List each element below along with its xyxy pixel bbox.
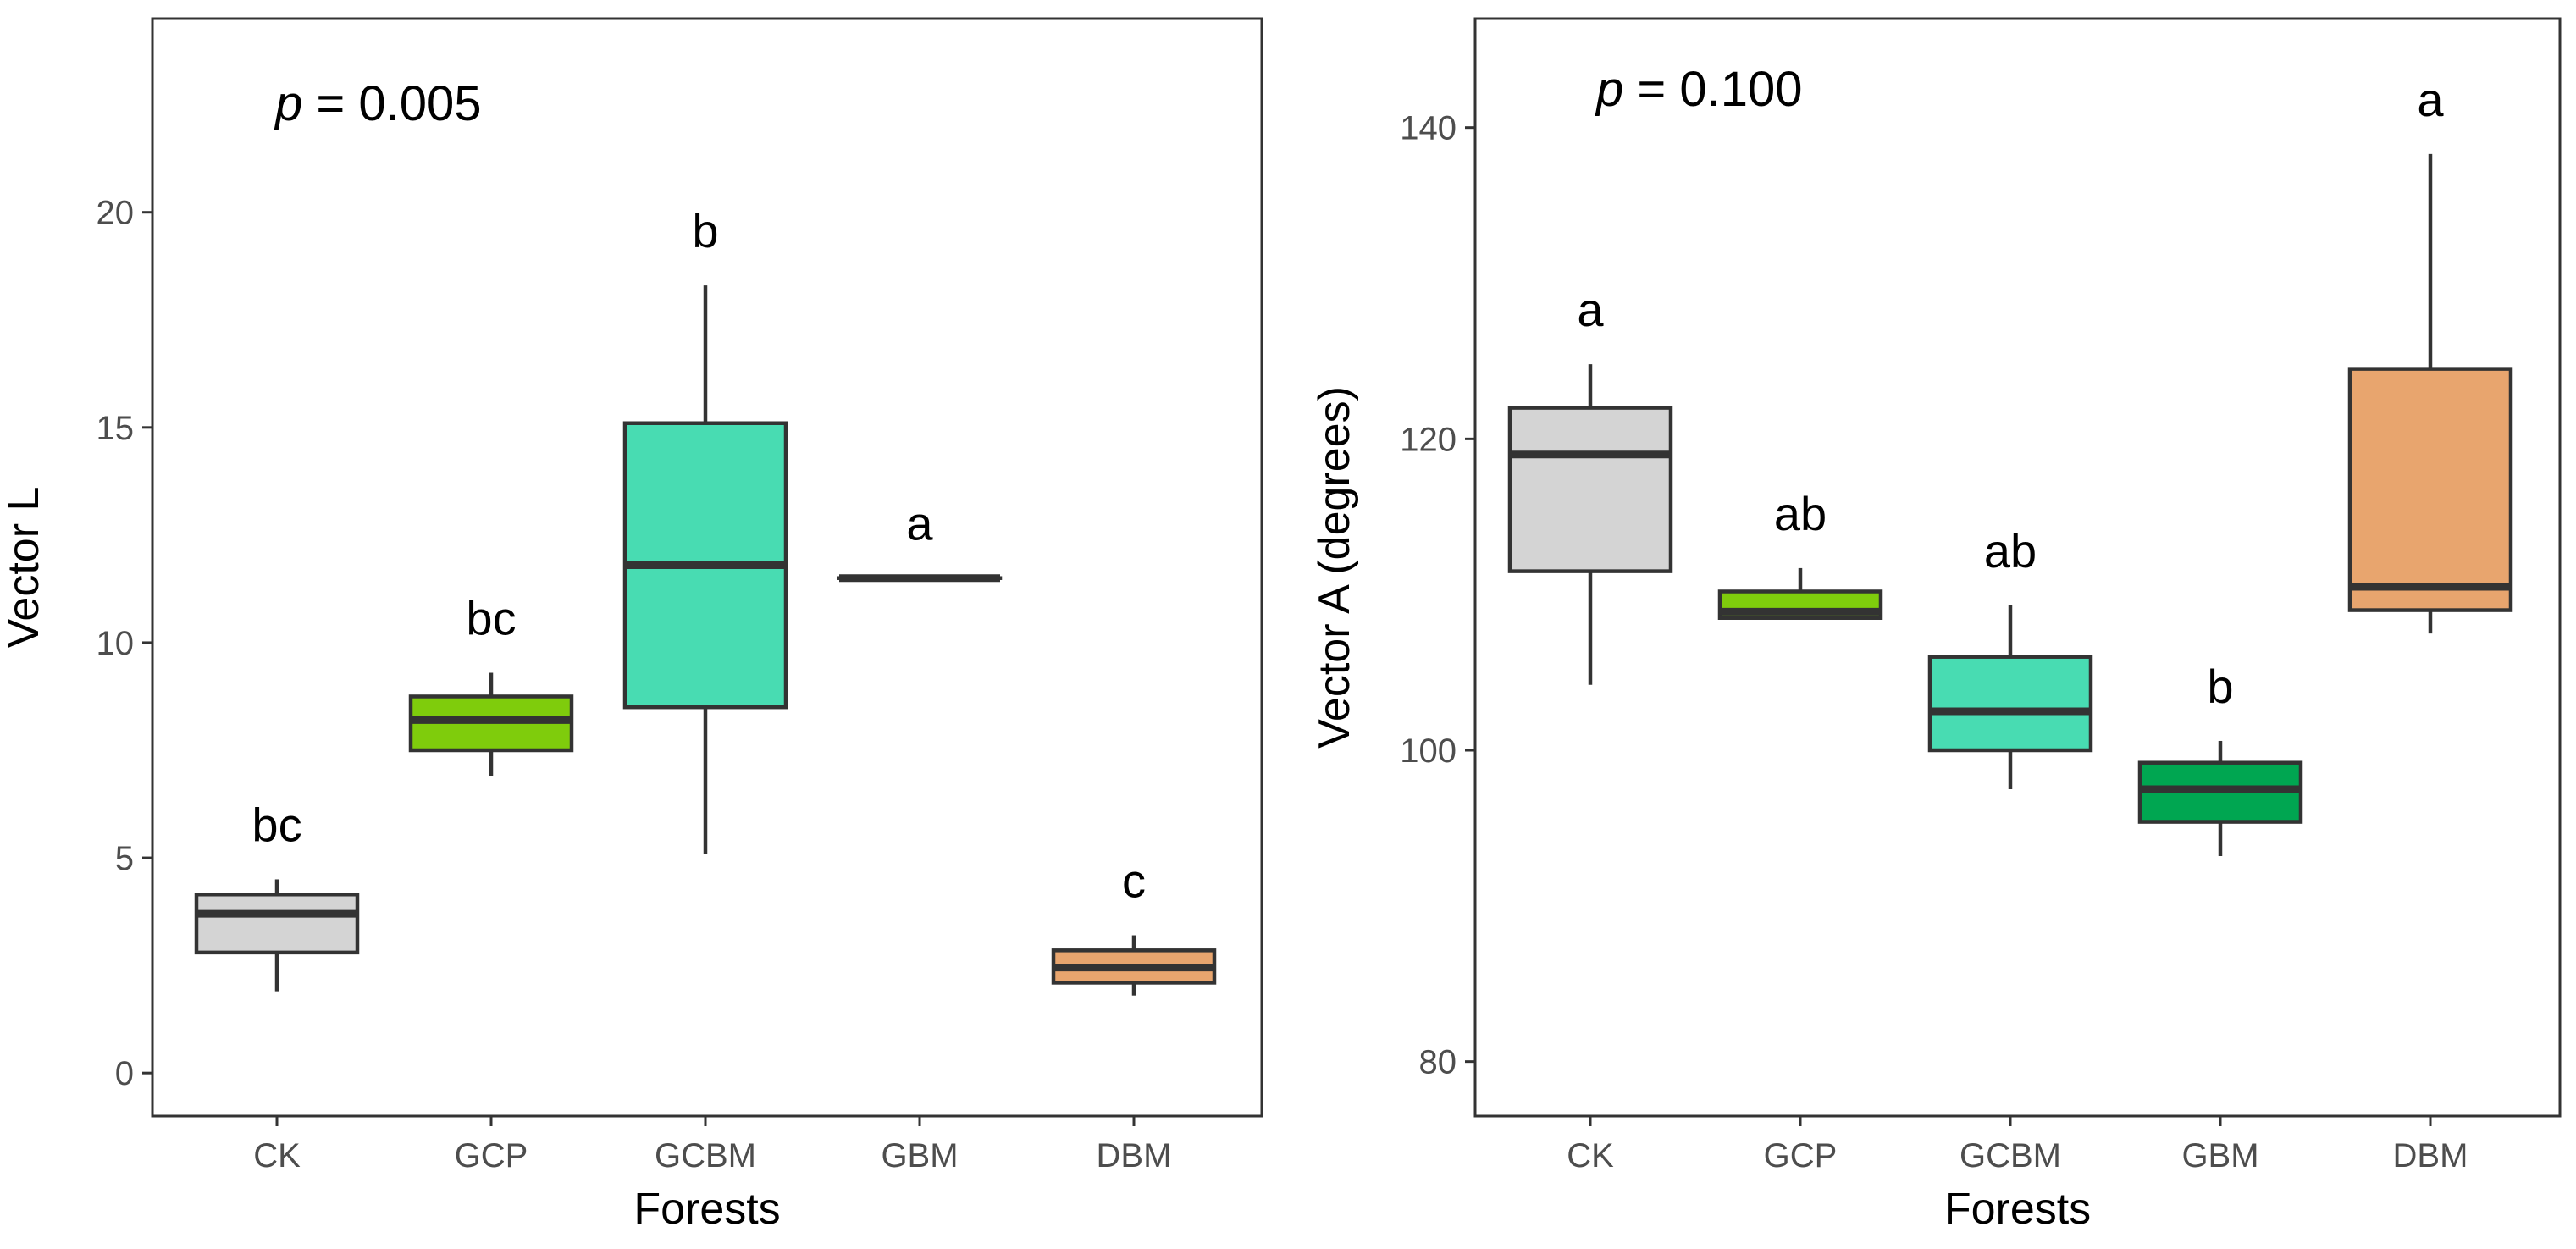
y-tick-label: 15 [97, 410, 135, 447]
significance-letter: a [1577, 283, 1604, 336]
box-gcbm: ab [1927, 524, 2093, 789]
y-tick-label: 120 [1400, 421, 1457, 458]
box-gbm: a [837, 497, 1003, 583]
x-tick-label-dbm: DBM [1097, 1137, 1172, 1174]
y-tick-label: 5 [115, 840, 134, 877]
x-tick-label-gbm: GBM [881, 1137, 958, 1174]
plot-frame [1473, 17, 2562, 1118]
x-axis-title: Forests [1944, 1185, 2091, 1234]
panel-left: 0 5 10 15 20 CK GCP GCBM GBM DBM Forests Vector L p … [0, 17, 1263, 1234]
box-ck: a [1507, 283, 1673, 685]
box-dbm: a [2347, 73, 2513, 634]
x-tick-label-gcp: GCP [1764, 1137, 1838, 1174]
box-ck: bc [194, 798, 360, 992]
significance-letter: ab [1774, 487, 1827, 540]
x-tick-label-gcbm: GCBM [655, 1137, 756, 1174]
y-tick-label: 140 [1400, 110, 1457, 147]
box-gcp: ab [1717, 487, 1883, 620]
box-iqr [2347, 367, 2513, 612]
significance-letter: a [906, 497, 933, 550]
x-tick-label-dbm: DBM [2393, 1137, 2468, 1174]
y-tick-label: 10 [97, 625, 135, 662]
p-value-label: p = 0.005 [274, 76, 482, 131]
significance-letter: a [2417, 73, 2444, 126]
y-tick-label: 0 [115, 1055, 134, 1092]
x-tick-label-ck: CK [1567, 1137, 1614, 1174]
box-iqr [1507, 406, 1673, 573]
x-tick-label-gcp: GCP [455, 1137, 528, 1174]
box-dbm: c [1051, 854, 1217, 996]
plot-frame [151, 17, 1263, 1118]
panel-right: 80 100 120 140 CK GCP GCBM GBM DBM Forests Vector … [1310, 17, 2562, 1234]
box-gcp: bc [408, 592, 574, 776]
box-gbm: b [2137, 660, 2303, 857]
p-value-label: p = 0.100 [1595, 62, 1803, 117]
x-tick-label-gbm: GBM [2181, 1137, 2258, 1174]
significance-letter: bc [466, 592, 516, 645]
significance-letter: b [692, 204, 718, 257]
y-tick-label: 20 [97, 195, 135, 232]
x-tick-label-ck: CK [253, 1137, 301, 1174]
box-iqr [194, 893, 360, 955]
x-tick-label-gcbm: GCBM [1960, 1137, 2061, 1174]
significance-letter: bc [252, 798, 301, 851]
y-axis-title: Vector L [0, 487, 48, 649]
significance-letter: b [2207, 660, 2233, 713]
y-tick-label: 80 [1419, 1044, 1457, 1081]
box-gcbm: b [622, 204, 788, 854]
significance-letter: ab [1984, 524, 2037, 578]
x-axis-title: Forests [633, 1185, 780, 1234]
y-axis-title: Vector A (degrees) [1310, 386, 1359, 749]
box-iqr [1927, 655, 2093, 753]
y-tick-label: 100 [1400, 732, 1457, 770]
significance-letter: c [1122, 854, 1146, 908]
